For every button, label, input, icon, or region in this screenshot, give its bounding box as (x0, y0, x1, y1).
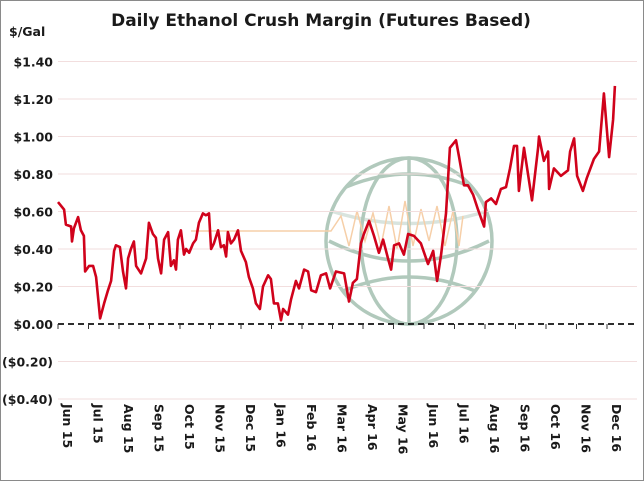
x-tick-label: Aug 15 (121, 404, 136, 453)
y-tick-label: $1.00 (13, 130, 53, 145)
x-tick-label: May 16 (396, 404, 411, 455)
x-tick-label: Dec 15 (243, 404, 258, 452)
x-tick-label: Nov 15 (213, 404, 228, 453)
y-tick-label: $0.00 (13, 317, 53, 332)
series-line-crush-margin (56, 85, 617, 322)
x-tick-label: Sep 15 (152, 404, 167, 452)
y-tick-label: $1.40 (13, 55, 53, 70)
x-tick-label: Mar 16 (335, 404, 350, 453)
y-tick-label: ($0.40) (2, 392, 53, 407)
y-tick-label: ($0.20) (2, 355, 53, 370)
x-tick-label: Jun 16 (426, 403, 441, 448)
x-tick-label: Dec 16 (609, 404, 624, 452)
x-tick-label: Jun 15 (60, 403, 75, 448)
y-tick-label: $0.60 (13, 205, 53, 220)
y-axis-label: $/Gal (9, 24, 45, 39)
x-tick-label: Jan 16 (274, 403, 289, 448)
y-tick-label: $1.20 (13, 92, 53, 107)
x-tick-label: Feb 16 (304, 404, 319, 452)
chart-title: Daily Ethanol Crush Margin (Futures Base… (111, 11, 531, 31)
x-tick-label: Aug 16 (487, 404, 502, 454)
x-tick-label: Jul 15 (91, 403, 106, 444)
x-tick-label: Oct 16 (548, 404, 563, 450)
x-tick-label: Oct 15 (182, 404, 197, 450)
y-tick-label: $0.40 (13, 242, 53, 257)
x-tick-label: Apr 16 (365, 404, 380, 451)
y-tick-label: $0.80 (13, 167, 53, 182)
y-tick-label: $0.20 (13, 280, 53, 295)
x-tick-label: Sep 16 (518, 404, 533, 452)
x-tick-label: Jul 16 (457, 403, 472, 444)
x-tick-label: Nov 16 (579, 404, 594, 453)
